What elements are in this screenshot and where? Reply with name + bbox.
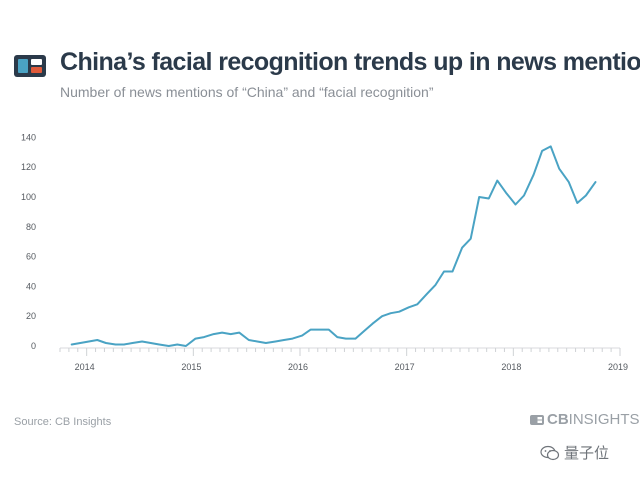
x-tick-label: 2019 — [608, 362, 628, 372]
y-tick-label: 80 — [26, 222, 36, 232]
brand-wordmark: CB INSIGHTS — [530, 411, 640, 428]
brand-prefix: CB — [547, 411, 569, 428]
chart-subtitle: Number of news mentions of “China” and “… — [60, 84, 434, 100]
x-tick-label: 2014 — [75, 362, 95, 372]
cb-mini-logo-icon — [530, 414, 544, 425]
wechat-icon — [540, 445, 560, 460]
y-tick-label: 140 — [21, 132, 36, 142]
cb-insights-logo-icon — [14, 55, 46, 77]
y-tick-label: 0 — [31, 341, 36, 351]
x-tick-label: 2018 — [501, 362, 521, 372]
series-line — [70, 145, 597, 347]
y-tick-label: 60 — [26, 252, 36, 262]
watermark: 量子位 — [540, 442, 609, 463]
x-tick-label: 2015 — [181, 362, 201, 372]
chart-title: China’s facial recognition trends up in … — [60, 48, 640, 76]
watermark-text: 量子位 — [564, 445, 610, 462]
y-tick-label: 120 — [21, 162, 36, 172]
brand-suffix: INSIGHTS — [568, 411, 640, 428]
x-tick-label: 2017 — [395, 362, 415, 372]
chart-header: China’s facial recognition trends up in … — [14, 48, 640, 108]
x-tick-label: 2016 — [288, 362, 308, 372]
y-tick-label: 20 — [26, 311, 36, 321]
y-tick-label: 40 — [26, 281, 36, 291]
line-chart: 0 20 40 60 80 100 120 140 2014 2015 2016 2017 2018 20… — [21, 132, 628, 372]
source-note: Source: CB Insights — [14, 416, 112, 428]
y-tick-label: 100 — [21, 192, 36, 202]
